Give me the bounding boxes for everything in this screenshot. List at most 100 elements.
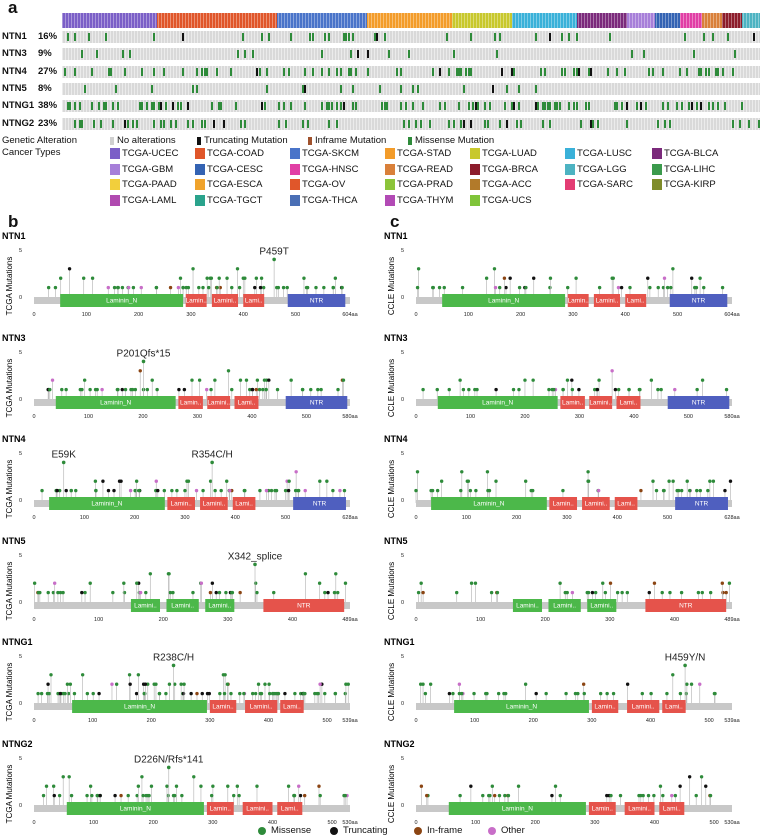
missense-mark: [340, 67, 343, 76]
truncating-dot: [55, 488, 59, 493]
track-tick: [521, 100, 522, 113]
track-tick: [446, 48, 447, 61]
missense-dot: [649, 378, 654, 382]
track-tick: [467, 65, 468, 78]
track-tick: [347, 65, 348, 78]
x-tick-label: 200: [520, 414, 529, 420]
track-tick: [167, 117, 168, 130]
bar-tick: [251, 13, 252, 28]
y-tick-5: 5: [401, 248, 404, 254]
missense-mark: [153, 33, 156, 41]
protein-domain: [205, 598, 235, 612]
track-tick: [737, 65, 738, 78]
track-tick: [311, 31, 312, 43]
track-tick: [689, 48, 690, 61]
truncating-mark: [256, 67, 259, 76]
track-tick: [452, 65, 453, 78]
truncating-dot: [619, 285, 624, 290]
missense-dot: [574, 276, 578, 280]
missense-dot: [126, 793, 130, 797]
bar-tick: [716, 13, 717, 28]
missense-mark: [470, 33, 472, 41]
track-tick: [611, 31, 612, 43]
mutation-annotation: P459T: [259, 246, 288, 257]
track-tick: [101, 82, 102, 95]
legend-dot: [414, 826, 422, 835]
missense-dot: [497, 793, 502, 797]
missense-mark: [258, 67, 261, 76]
domain-label: Lamini..: [590, 602, 613, 609]
cancer-segment-tcga-hnsc: [680, 13, 702, 28]
bar-tick: [101, 13, 102, 28]
track-tick: [614, 65, 615, 78]
missense-mark: [561, 67, 564, 76]
track-tick: [755, 31, 756, 43]
missense-mark: [141, 67, 144, 76]
x-tick-label: 200: [130, 515, 139, 521]
track-tick: [311, 117, 312, 130]
truncating-dot: [534, 691, 538, 696]
domain-label: Lamin..: [210, 805, 232, 812]
track-tick: [446, 65, 447, 78]
missense-dot: [341, 378, 346, 382]
missense-mark: [448, 119, 451, 128]
track-tick: [218, 65, 219, 78]
missense-dot: [171, 590, 175, 594]
truncating-dot: [97, 691, 101, 696]
track-tick: [602, 117, 603, 130]
missense-mark: [345, 33, 348, 41]
track-tick: [92, 48, 93, 61]
bar-tick: [338, 13, 339, 28]
track-tick: [548, 65, 549, 78]
missense-dot: [78, 387, 83, 391]
missense-dot: [502, 691, 506, 696]
track-tick: [437, 82, 438, 95]
track-tick: [473, 117, 474, 130]
track-tick: [575, 117, 576, 130]
track-tick: [524, 117, 525, 130]
bar-tick: [167, 13, 168, 28]
missense-mark: [477, 102, 480, 111]
track-tick: [71, 82, 72, 95]
bar-tick: [347, 13, 348, 28]
protein-domain: [675, 497, 728, 510]
cancer-type-label: TCGA-UCEC: [122, 148, 179, 159]
missense-mark: [662, 67, 664, 76]
missense-mark: [700, 67, 703, 76]
track-tick: [179, 48, 180, 61]
track-tick: [95, 82, 96, 95]
truncating-mark: [366, 50, 369, 59]
missense-mark: [354, 102, 357, 111]
bar-tick: [278, 13, 279, 28]
track-tick: [491, 82, 492, 95]
track-tick: [713, 82, 714, 95]
track-tick: [281, 31, 282, 43]
track-tick: [275, 48, 276, 61]
truncating-dot: [613, 387, 618, 391]
bar-tick: [380, 13, 381, 28]
track-tick: [317, 82, 318, 95]
annotation-dot: [683, 663, 687, 668]
cancer-type-legend-item: TCGA-STAD: [385, 148, 451, 159]
track-tick: [431, 82, 432, 95]
y-axis-label: CCLE Mutations: [387, 257, 396, 315]
cancer-type-color-bar: [62, 13, 760, 28]
missense-mark: [153, 119, 156, 128]
track-tick: [119, 65, 120, 78]
y-axis-label: TCGA Mutations: [5, 764, 14, 823]
missense-dot: [597, 285, 602, 290]
truncating-dot: [494, 387, 498, 391]
bar-tick: [743, 13, 744, 28]
track-tick: [320, 48, 321, 61]
missense-mark: [407, 119, 410, 128]
track-tick: [623, 100, 624, 113]
missense-dot: [593, 590, 598, 594]
track-tick: [608, 31, 609, 43]
track-tick: [740, 31, 741, 43]
missense-mark: [78, 119, 81, 128]
track-tick: [221, 31, 222, 43]
missense-dot: [225, 479, 229, 483]
cancer-segment-tcga-luad: [452, 13, 512, 28]
track-tick: [566, 48, 567, 61]
bar-tick: [269, 13, 270, 28]
